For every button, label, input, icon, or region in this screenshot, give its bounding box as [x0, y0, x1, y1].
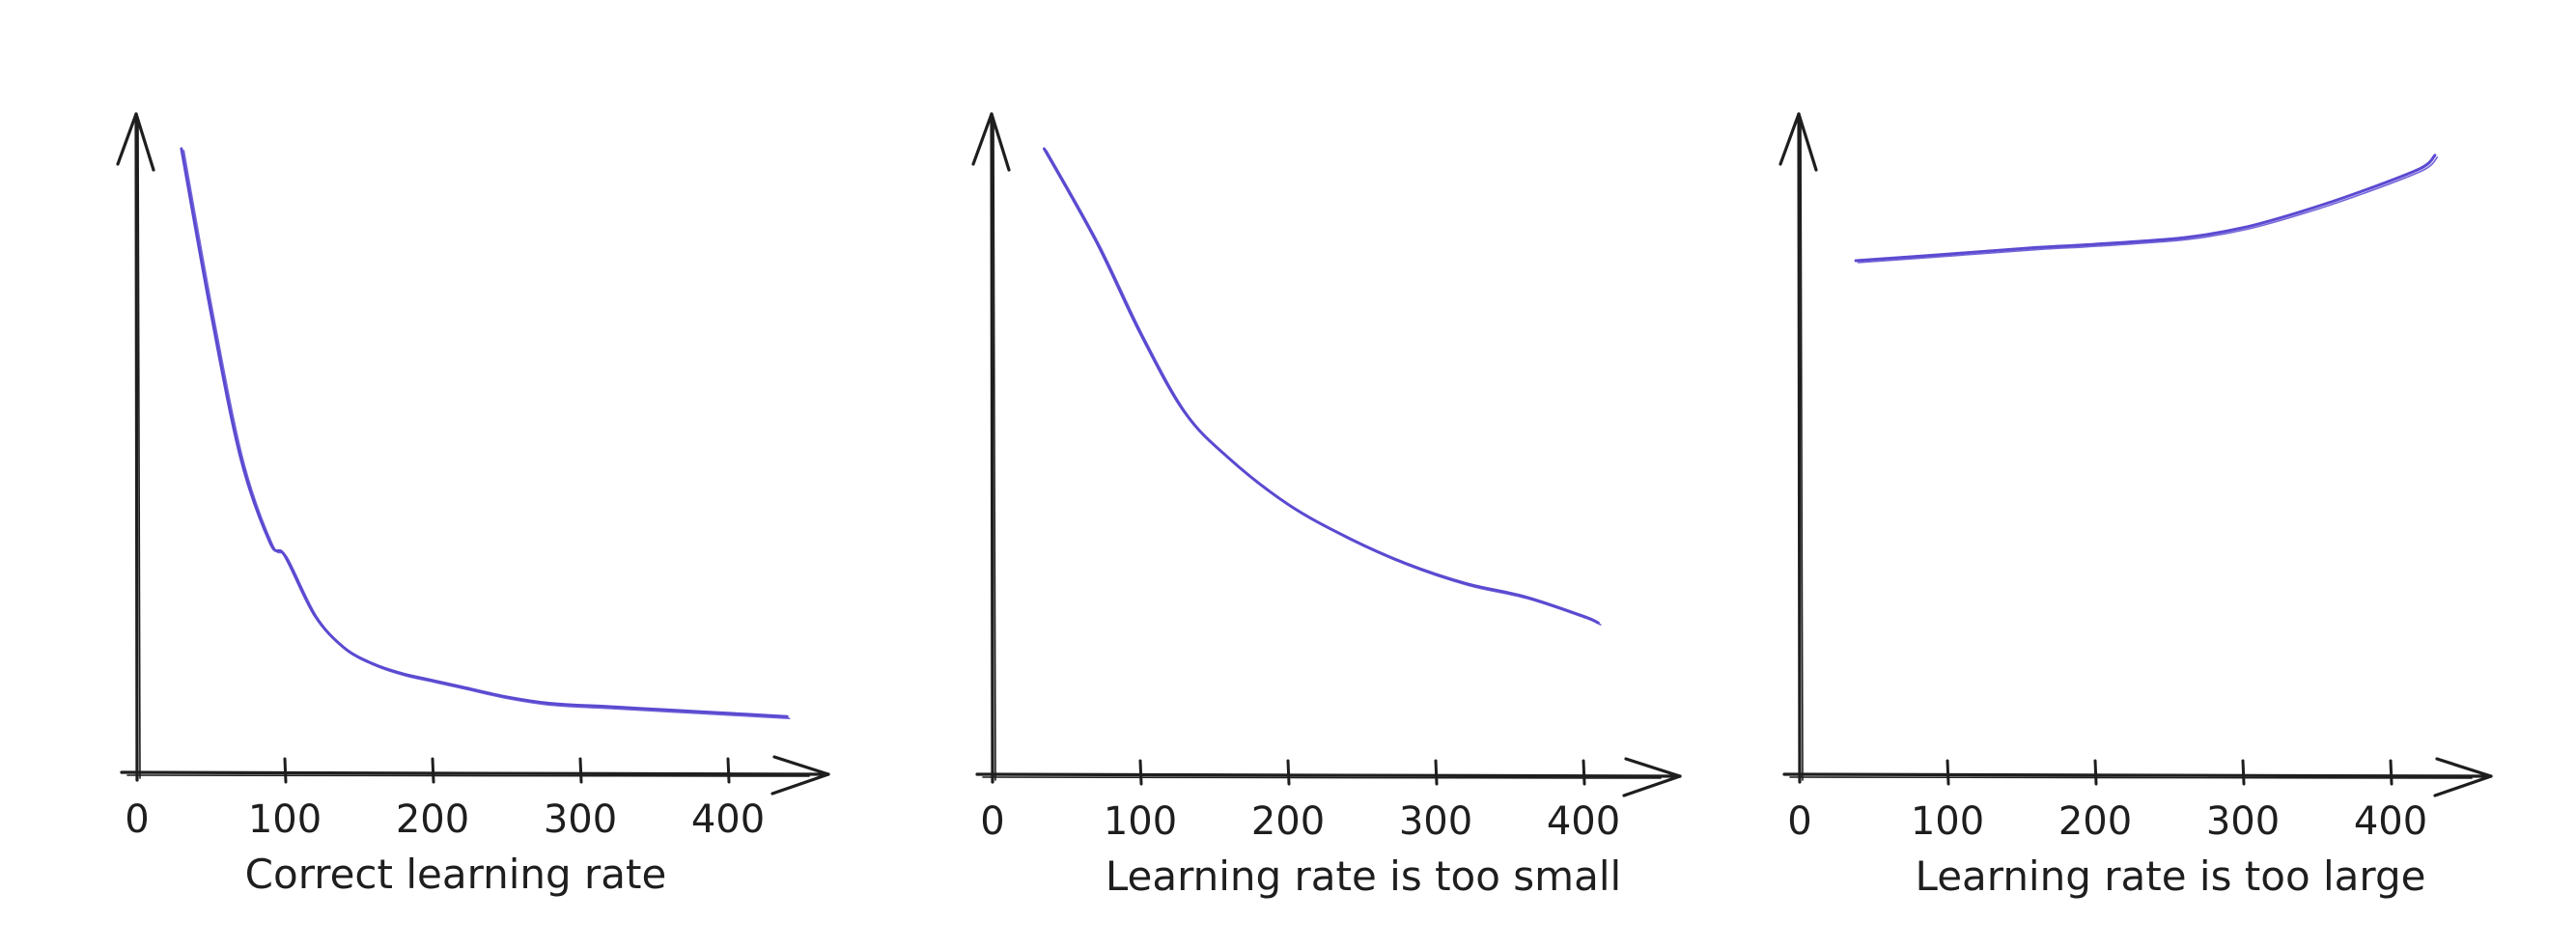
x-tick-200 — [2093, 759, 2098, 786]
chart-learning-rate-too-large: Learning rate is too large 0 100 200 300 400 — [1778, 112, 2493, 900]
x-tick-100 — [1138, 759, 1143, 786]
y-axis-arrowhead — [1778, 112, 1818, 172]
chart-title: Learning rate is too small — [1106, 852, 1621, 900]
x-tick-100 — [1946, 759, 1950, 786]
x-tick-label-200: 200 — [2058, 799, 2132, 844]
y-axis-stroke — [137, 117, 141, 779]
x-tick-label-0: 0 — [125, 797, 149, 842]
x-tick-label-400: 400 — [2354, 799, 2427, 844]
series-line-stroke — [1046, 150, 1602, 626]
x-tick-400 — [2389, 759, 2394, 786]
x-tick-400 — [1582, 759, 1586, 786]
chart-learning-rate-too-small: Learning rate is too small 0 100 200 300 400 — [971, 112, 1682, 900]
y-axis-stroke — [993, 117, 996, 781]
x-tick-300 — [578, 757, 583, 784]
x-tick-label-300: 300 — [2206, 799, 2280, 844]
x-tick-300 — [1434, 759, 1439, 786]
series-line — [180, 147, 789, 718]
x-tick-label-0: 0 — [980, 799, 1004, 844]
y-axis — [990, 112, 994, 784]
x-tick-400 — [726, 757, 731, 784]
x-axis-stroke — [982, 776, 1662, 779]
x-tick-300 — [2241, 759, 2246, 786]
chart-correct-learning-rate: Correct learning rate 0 100 200 300 400 — [116, 112, 830, 898]
x-axis — [975, 772, 1682, 778]
chart-title: Correct learning rate — [245, 851, 667, 898]
x-tick-label-100: 100 — [248, 797, 322, 842]
x-axis-stroke — [1789, 776, 2473, 779]
series-line-stroke — [182, 150, 791, 719]
x-tick-200 — [1286, 759, 1291, 786]
y-axis-arrowhead — [116, 112, 155, 172]
x-tick-label-300: 300 — [1399, 799, 1472, 844]
x-tick-label-100: 100 — [1104, 799, 1177, 844]
chart-title: Learning rate is too large — [1916, 852, 2426, 900]
x-tick-label-0: 0 — [1787, 799, 1811, 844]
x-tick-200 — [431, 757, 435, 784]
series-line-stroke — [1857, 156, 2439, 264]
y-axis — [1797, 112, 1802, 784]
x-axis-arrowhead — [1622, 757, 1682, 797]
y-axis-arrowhead — [971, 112, 1011, 172]
series-line — [1854, 154, 2437, 263]
series-line — [1043, 147, 1600, 625]
x-axis — [1782, 772, 2493, 778]
x-tick-100 — [283, 757, 288, 784]
x-tick-label-400: 400 — [691, 797, 765, 842]
x-axis-stroke — [126, 774, 810, 777]
x-axis — [120, 770, 830, 776]
x-tick-label-200: 200 — [1251, 799, 1325, 844]
x-axis-arrowhead — [770, 755, 830, 796]
x-tick-label-200: 200 — [396, 797, 469, 842]
y-axis-stroke — [1800, 117, 1804, 781]
x-tick-label-100: 100 — [1911, 799, 1984, 844]
x-tick-label-400: 400 — [1547, 799, 1620, 844]
x-axis-arrowhead — [2433, 757, 2493, 797]
x-tick-label-300: 300 — [544, 797, 617, 842]
y-axis — [134, 112, 139, 782]
